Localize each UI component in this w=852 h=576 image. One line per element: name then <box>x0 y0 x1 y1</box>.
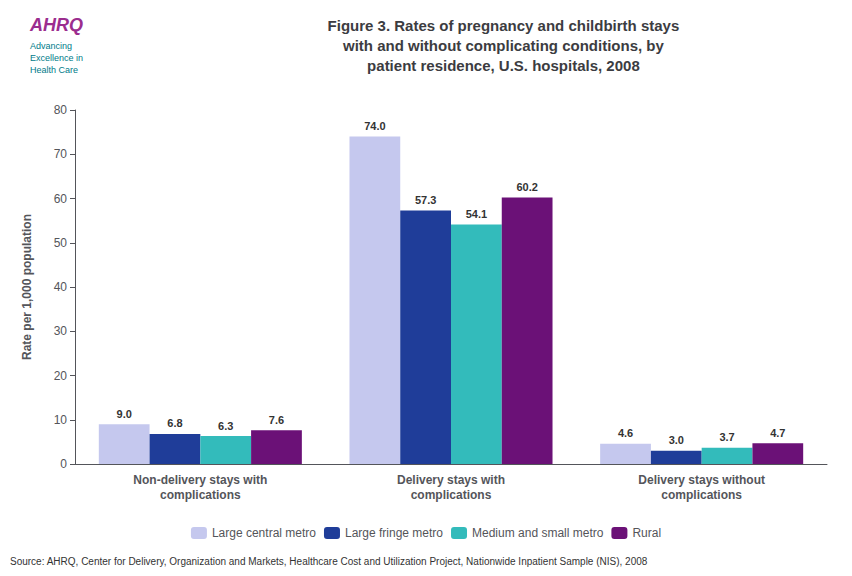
svg-text:60.2: 60.2 <box>516 181 537 193</box>
svg-text:Medium and small metro: Medium and small metro <box>472 526 604 540</box>
svg-text:7.6: 7.6 <box>269 414 284 426</box>
svg-text:complications: complications <box>661 488 742 502</box>
svg-text:60: 60 <box>54 192 68 206</box>
svg-text:50: 50 <box>54 236 68 250</box>
svg-text:Excellence in: Excellence in <box>30 53 83 63</box>
svg-text:Non-delivery stays with: Non-delivery stays with <box>133 473 267 487</box>
svg-text:80: 80 <box>54 103 68 117</box>
svg-text:4.7: 4.7 <box>770 427 785 439</box>
svg-text:Figure 3. Rates of pregnancy a: Figure 3. Rates of pregnancy and childbi… <box>328 17 680 34</box>
svg-text:30: 30 <box>54 324 68 338</box>
svg-text:6.3: 6.3 <box>218 420 233 432</box>
svg-text:70: 70 <box>54 147 68 161</box>
svg-text:Rate per 1,000 population: Rate per 1,000 population <box>20 214 34 360</box>
svg-text:74.0: 74.0 <box>364 120 385 132</box>
svg-text:10: 10 <box>54 413 68 427</box>
svg-text:with and without complicating: with and without complicating conditions… <box>342 37 664 54</box>
svg-text:complications: complications <box>160 488 241 502</box>
svg-text:patient residence, U.S. hospit: patient residence, U.S. hospitals, 2008 <box>367 57 640 74</box>
svg-text:Delivery stays without: Delivery stays without <box>638 473 765 487</box>
svg-text:Source: AHRQ, Center for Deliv: Source: AHRQ, Center for Delivery, Organ… <box>10 556 648 567</box>
svg-text:Rural: Rural <box>632 526 661 540</box>
svg-text:9.0: 9.0 <box>117 408 132 420</box>
svg-text:54.1: 54.1 <box>466 208 487 220</box>
svg-text:Health Care: Health Care <box>30 65 78 75</box>
svg-text:4.6: 4.6 <box>618 427 633 439</box>
svg-text:20: 20 <box>54 369 68 383</box>
svg-text:Large fringe metro: Large fringe metro <box>345 526 443 540</box>
svg-text:3.7: 3.7 <box>719 431 734 443</box>
svg-text:Large central metro: Large central metro <box>212 526 316 540</box>
svg-text:AHRQ: AHRQ <box>29 15 83 35</box>
svg-text:Delivery stays with: Delivery stays with <box>397 473 505 487</box>
svg-text:40: 40 <box>54 280 68 294</box>
svg-text:0: 0 <box>60 457 67 471</box>
svg-text:57.3: 57.3 <box>415 194 436 206</box>
svg-text:complications: complications <box>411 488 492 502</box>
svg-text:3.0: 3.0 <box>669 434 684 446</box>
svg-text:Advancing: Advancing <box>30 41 72 51</box>
svg-text:6.8: 6.8 <box>167 417 182 429</box>
